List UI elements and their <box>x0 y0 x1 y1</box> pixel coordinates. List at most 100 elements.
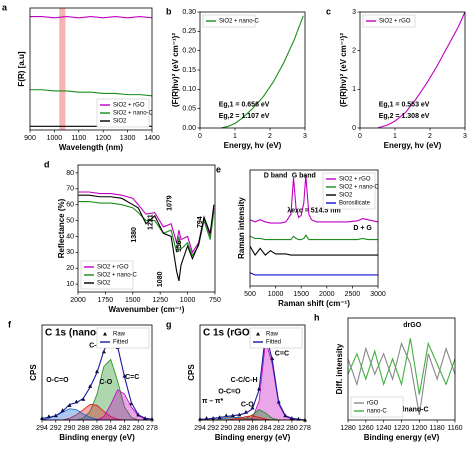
annotation: Eg,1 = 0.656 eV <box>219 102 270 109</box>
legend-box <box>362 14 416 28</box>
component-label: O-C=O <box>218 388 241 395</box>
component-label: C=C <box>125 374 139 381</box>
component-label: C=C <box>275 350 289 357</box>
plot-frame <box>29 7 153 131</box>
x-tick-label: 288 <box>77 425 89 432</box>
x-tick-label: 1750 <box>98 297 114 304</box>
y-tick-label: 0.10 <box>182 86 196 93</box>
y-tick-label: 10 <box>66 281 74 288</box>
legend-label: SiO2 + rGO <box>97 265 129 271</box>
panel-label: h <box>314 312 320 322</box>
series-line <box>220 15 304 129</box>
legend-label: Borosilicate <box>339 201 371 207</box>
y-axis-label: F(R) [a.u] <box>17 51 26 86</box>
y-tick-label: 1 <box>352 86 356 93</box>
x-tick-label: 280 <box>132 425 144 432</box>
x-tick-label: 1000 <box>47 135 63 142</box>
legend-label: SiO2 + rGO <box>339 177 371 183</box>
x-tick-label: 282 <box>119 425 131 432</box>
y-tick-label: 50 <box>66 217 74 224</box>
x-tick-label: 1180 <box>430 425 445 432</box>
annotation: 1380 <box>131 227 138 243</box>
x-axis-label: Wavenumber (cm⁻¹) <box>109 305 185 314</box>
x-tick-label: 294 <box>194 425 206 432</box>
y-tick-label: 0.15 <box>182 67 196 74</box>
y-axis-label: CPS <box>187 364 196 381</box>
x-tick-label: 1 <box>393 133 397 140</box>
panel-label: c <box>326 6 331 16</box>
highlight-band <box>59 8 66 130</box>
annotation: Eg,1 = 0.553 eV <box>379 102 430 109</box>
x-tick-label: 2 <box>428 133 432 140</box>
series-line <box>377 11 466 129</box>
x-tick-label: 286 <box>91 425 103 432</box>
x-tick-label: 1280 <box>340 425 356 432</box>
series-line <box>78 191 215 254</box>
y-axis-label: Diff. intensity <box>335 343 344 394</box>
y-tick-label: 60 <box>66 202 74 209</box>
legend-box <box>96 327 150 349</box>
x-tick-label: 292 <box>50 425 62 432</box>
panel-title: C 1s (nano-C) <box>45 328 110 339</box>
annotation: 794 <box>197 216 204 228</box>
y-tick-label: 20 <box>66 265 74 272</box>
x-tick-label: 1250 <box>152 297 168 304</box>
series-line <box>78 200 215 257</box>
plot-frame <box>77 164 216 293</box>
x-axis-label: Wavelength (nm) <box>59 143 123 152</box>
y-tick-label: 70 <box>66 186 74 193</box>
legend-label: Raw <box>113 332 126 338</box>
y-axis-label: Raman intensity <box>237 197 246 259</box>
series-line <box>78 194 215 282</box>
annotation: 956 <box>176 240 183 252</box>
legend-label: SiO2 + nano-C <box>219 19 260 25</box>
legend-label: SiO2 + rGO <box>379 19 411 25</box>
x-tick-label: 282 <box>273 425 285 432</box>
x-tick-label: 1200 <box>412 425 428 432</box>
series-line <box>30 89 153 97</box>
x-tick-label: 290 <box>220 425 232 432</box>
legend-label: SiO2 + rGO <box>113 103 145 109</box>
annotation: D + G <box>353 225 372 232</box>
plot-frame <box>199 11 306 129</box>
y-tick-label: 0.00 <box>182 125 196 132</box>
y-axis-label: CPS <box>29 364 38 381</box>
x-tick-label: 284 <box>105 425 117 432</box>
component-label: π – π* <box>202 398 224 405</box>
y-tick-label: 0 <box>352 125 356 132</box>
x-tick-label: 278 <box>299 425 311 432</box>
x-tick-label: 2 <box>268 133 272 140</box>
y-tick-label: 30 <box>66 249 74 256</box>
x-tick-label: 1 <box>233 133 237 140</box>
annotation: G band <box>292 173 316 180</box>
x-axis-label: Energy, hν (eV) <box>224 141 282 150</box>
plot-frame <box>249 169 379 287</box>
legend-label: Fitted <box>113 340 128 346</box>
x-tick-label: 1500 <box>293 291 309 298</box>
x-tick-label: 900 <box>24 135 36 142</box>
panel-label: b <box>166 6 172 16</box>
legend-label: Raw <box>266 332 279 338</box>
panel-label: f <box>8 319 12 329</box>
legend-label: SiO2 + nano-C <box>97 273 138 279</box>
y-tick-label: 0.20 <box>182 48 196 55</box>
x-tick-label: 284 <box>260 425 272 432</box>
x-tick-label: 1000 <box>268 291 284 298</box>
series-line <box>249 175 379 224</box>
x-tick-label: 3 <box>463 133 467 140</box>
legend-label: Fitted <box>266 340 281 346</box>
x-tick-label: 1160 <box>447 425 462 432</box>
series-line <box>249 272 378 276</box>
x-tick-label: 294 <box>36 425 48 432</box>
x-axis-label: Raman shift (cm⁻¹) <box>278 299 350 308</box>
y-tick-label: 0.30 <box>182 9 196 16</box>
x-tick-label: 750 <box>209 297 221 304</box>
x-tick-label: 2000 <box>319 291 335 298</box>
y-axis-label: Reflectance (%) <box>57 198 66 258</box>
panel-label: e <box>216 164 221 174</box>
x-tick-label: 290 <box>64 425 76 432</box>
x-tick-label: 280 <box>286 425 298 432</box>
series-line <box>41 334 153 420</box>
legend-label: SiO2 + nano-C <box>339 185 380 191</box>
legend-box <box>202 14 256 28</box>
